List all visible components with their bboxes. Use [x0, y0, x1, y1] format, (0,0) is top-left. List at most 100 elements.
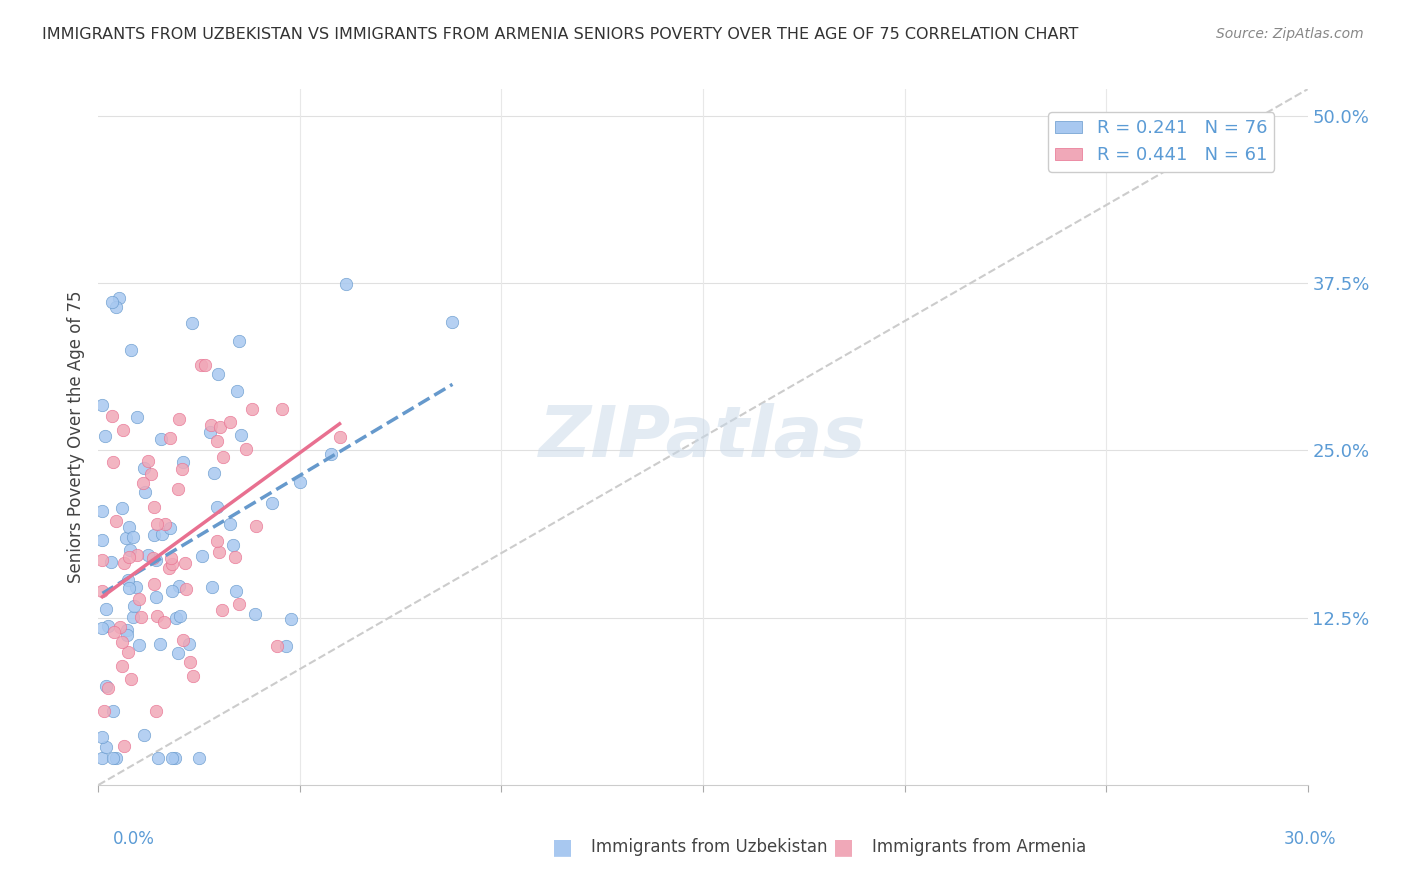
Point — [150, 432, 173, 446]
Point — [146, 609, 169, 624]
Point — [228, 597, 250, 611]
Point — [243, 607, 266, 621]
Point — [136, 548, 159, 562]
Point — [177, 637, 200, 651]
Point — [143, 577, 166, 591]
Point — [201, 580, 224, 594]
Point — [145, 704, 167, 718]
Point — [132, 476, 155, 491]
Point — [172, 455, 194, 469]
Point — [266, 640, 288, 654]
Point — [100, 295, 122, 310]
Point — [134, 485, 156, 500]
Text: 30.0%: 30.0% — [1284, 830, 1336, 847]
Text: 0.0%: 0.0% — [112, 830, 155, 847]
Point — [94, 679, 117, 693]
Point — [115, 628, 138, 642]
Point — [180, 316, 202, 330]
Point — [143, 500, 166, 515]
Y-axis label: Seniors Poverty Over the Age of 75: Seniors Poverty Over the Age of 75 — [66, 291, 84, 583]
Point — [117, 623, 139, 637]
Point — [142, 551, 165, 566]
Point — [125, 548, 148, 562]
Point — [111, 635, 134, 649]
Point — [166, 646, 188, 660]
Point — [121, 530, 143, 544]
Point — [169, 609, 191, 624]
Point — [100, 555, 122, 569]
Point — [128, 638, 150, 652]
Point — [101, 409, 124, 423]
Point — [91, 583, 114, 598]
Point — [134, 461, 156, 475]
Point — [112, 556, 135, 570]
Point — [120, 543, 142, 558]
Point — [228, 334, 250, 348]
Point — [103, 705, 125, 719]
Point — [122, 610, 145, 624]
Point — [115, 531, 138, 545]
Point — [208, 420, 231, 434]
Point — [165, 611, 187, 625]
Point — [159, 551, 181, 566]
Point — [112, 739, 135, 754]
Point — [118, 581, 141, 595]
Point — [271, 401, 294, 416]
Point — [208, 544, 231, 558]
Point — [127, 410, 149, 425]
Point — [162, 751, 184, 765]
Point — [167, 411, 190, 425]
Point — [163, 751, 186, 765]
Text: Immigrants from Uzbekistan: Immigrants from Uzbekistan — [591, 838, 827, 856]
Point — [108, 292, 131, 306]
Point — [205, 434, 228, 448]
Point — [94, 429, 117, 443]
Point — [211, 450, 233, 465]
Point — [226, 384, 249, 398]
Point — [111, 500, 134, 515]
Point — [129, 609, 152, 624]
Legend: R = 0.241   N = 76, R = 0.441   N = 61: R = 0.241 N = 76, R = 0.441 N = 61 — [1047, 112, 1274, 171]
Point — [120, 343, 142, 357]
Point — [112, 423, 135, 437]
Point — [101, 455, 124, 469]
Point — [202, 466, 225, 480]
Point — [122, 599, 145, 614]
Point — [111, 659, 134, 673]
Point — [190, 358, 212, 372]
Text: Immigrants from Armenia: Immigrants from Armenia — [872, 838, 1085, 856]
Point — [145, 590, 167, 604]
Point — [128, 591, 150, 606]
Point — [188, 751, 211, 765]
Text: ■: ■ — [834, 838, 853, 857]
Point — [160, 557, 183, 571]
Point — [91, 533, 114, 548]
Point — [176, 582, 198, 597]
Point — [91, 751, 114, 765]
Point — [329, 429, 352, 443]
Point — [141, 467, 163, 481]
Point — [207, 500, 229, 514]
Point — [276, 639, 298, 653]
Point — [145, 553, 167, 567]
Point — [169, 579, 191, 593]
Text: ZIPatlas: ZIPatlas — [540, 402, 866, 472]
Point — [159, 521, 181, 535]
Point — [136, 453, 159, 467]
Point — [101, 751, 124, 765]
Point — [146, 751, 169, 765]
Point — [198, 425, 221, 439]
Point — [225, 583, 247, 598]
Point — [174, 556, 197, 570]
Point — [229, 427, 252, 442]
Point — [132, 728, 155, 742]
Text: ■: ■ — [553, 838, 572, 857]
Point — [97, 619, 120, 633]
Point — [117, 645, 139, 659]
Point — [110, 620, 132, 634]
Point — [207, 368, 229, 382]
Text: IMMIGRANTS FROM UZBEKISTAN VS IMMIGRANTS FROM ARMENIA SENIORS POVERTY OVER THE A: IMMIGRANTS FROM UZBEKISTAN VS IMMIGRANTS… — [42, 27, 1078, 42]
Point — [91, 731, 114, 745]
Point — [441, 315, 464, 329]
Point — [157, 560, 180, 574]
